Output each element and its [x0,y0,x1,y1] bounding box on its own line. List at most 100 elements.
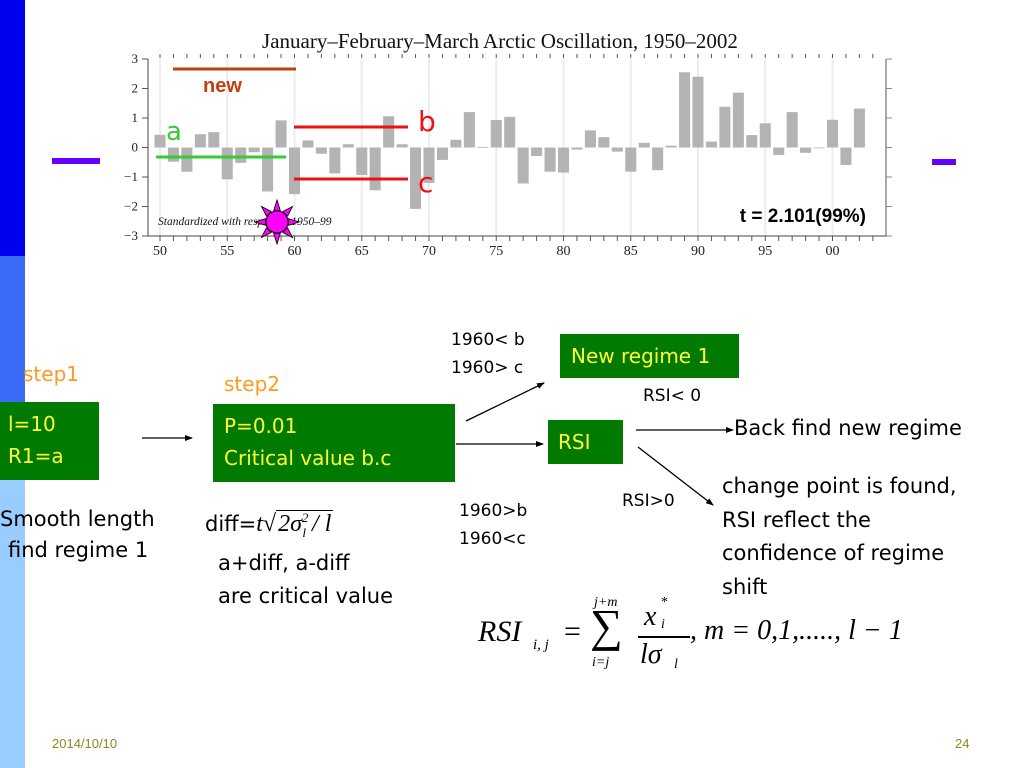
bar-1995 [759,123,771,148]
bar-1987 [652,147,664,171]
new-regime-box: New regime 1 [560,334,739,378]
bar-1982 [584,130,596,148]
bar-1955 [221,147,233,180]
bar-2001 [840,147,852,165]
bar-1996 [773,147,785,155]
step1-box-line2: R1=a [8,444,64,468]
denominator-sub: l [674,657,678,672]
bar-1968 [396,144,408,148]
bar-1971 [436,147,448,160]
bar-1967 [383,116,395,148]
bar-1961 [302,140,314,148]
numerator-x: x [644,601,657,632]
bar-1952 [181,147,193,172]
bar-1960 [288,147,301,195]
rsi-formula: RSI i, j = j+m ∑ i=j x * i lσ l , m = 0,… [478,595,918,680]
rsi-formula-lhs-sub: i, j [533,637,549,653]
diff-formula: diff=t√2σ2l / l [205,510,334,541]
y-tick-label: 0 [132,140,139,155]
x-tick-label: 65 [355,244,369,259]
bar-1956 [235,147,247,163]
bar-1977 [517,147,529,184]
change-point-line2: RSI reflect the [722,507,871,532]
a-label: a [166,117,182,147]
change-point-line4: shift [722,574,768,599]
bar-1951 [167,147,179,162]
sum-lower-limit: i=j [592,655,610,670]
bar-1953 [194,134,206,148]
bar-1979 [544,147,556,172]
step2-caption-line1: a+diff, a-diff [218,551,350,575]
step1-label: step1 [23,362,79,386]
bar-1985 [625,147,637,172]
upper-condition-line2: 1960> c [451,358,524,378]
bar-1997 [786,112,798,148]
bar-1983 [598,137,610,148]
rsi-formula-tail: , m = 0,1,....., l − 1 [690,615,903,646]
bar-1988 [665,145,677,148]
numerator-sup: * [661,595,668,610]
x-tick-label: 60 [288,244,302,259]
bar-1957 [248,147,260,153]
title-accent-bar-right [932,159,956,165]
sidebar-segment-bottom [0,426,25,768]
x-tick-label: 75 [489,244,503,259]
bar-1965 [356,147,368,175]
bar-1950 [154,134,166,148]
rsi-positive-label: RSI>0 [622,491,675,511]
slide-sidebar [0,0,25,768]
sigma-sum-icon: ∑ [590,600,623,651]
footer-page-number: 24 [955,736,970,751]
sidebar-segment-middle [0,256,25,426]
lower-condition: 1960>b 1960<c [459,497,527,553]
bar-1974 [477,146,489,148]
bar-1986 [638,142,650,148]
step2-box: P=0.01 Critical value b.c [213,404,455,482]
bar-2000 [826,119,839,148]
chart-title: January–February–March Arctic Oscillatio… [262,29,738,53]
y-tick-label: −3 [124,228,138,243]
change-point-line1: change point is found, [722,474,957,498]
numerator-sub: i [661,617,665,632]
bar-1973 [463,112,475,148]
fraction-denominator: lσ [640,639,662,670]
rsi-formula-lhs: RSI [478,615,522,648]
bar-1989 [679,72,691,148]
arrow-step2-to-new-regime [465,382,545,422]
sidebar-segment-top [0,0,25,256]
x-tick-label: 55 [220,244,234,259]
step1-caption-line1: Smooth length [0,507,155,531]
chart-plot: January–February–March Arctic Oscillatio… [124,29,892,259]
bar-1992 [719,106,731,148]
back-find-text: Back find new regime [734,416,962,440]
c-label: c [418,166,433,199]
diff-formula-prefix: diff= [205,512,257,536]
fraction-numerator: x [644,601,656,633]
y-tick-label: −2 [124,199,138,214]
arrow-rsi-to-change-point [637,446,714,506]
bar-1999 [813,147,825,149]
step1-box-line1: l=10 [8,412,56,436]
x-tick-label: 70 [422,244,436,259]
bar-1972 [450,139,462,148]
step1-caption-line2: find regime 1 [8,538,149,562]
bar-1980 [557,147,570,173]
change-point-text: change point is found, RSI reflect the c… [722,470,957,604]
lower-condition-line2: 1960<c [459,529,526,549]
bar-1964 [342,144,354,148]
title-accent-bar-left [52,158,100,164]
bar-1975 [490,120,502,148]
x-tick-label: 95 [758,244,772,259]
x-tick-label: 00 [826,244,840,259]
equals-sign: = [564,615,581,648]
upper-condition-line1: 1960< b [451,330,525,350]
bar-1998 [800,147,812,153]
change-point-line3: confidence of regime [722,541,945,565]
y-tick-label: −1 [124,169,138,184]
y-tick-label: 2 [132,81,139,96]
b-label: b [418,105,436,138]
bar-1969 [410,147,422,209]
bar-1970 [423,147,435,183]
sum-upper-limit: j+m [594,595,618,610]
